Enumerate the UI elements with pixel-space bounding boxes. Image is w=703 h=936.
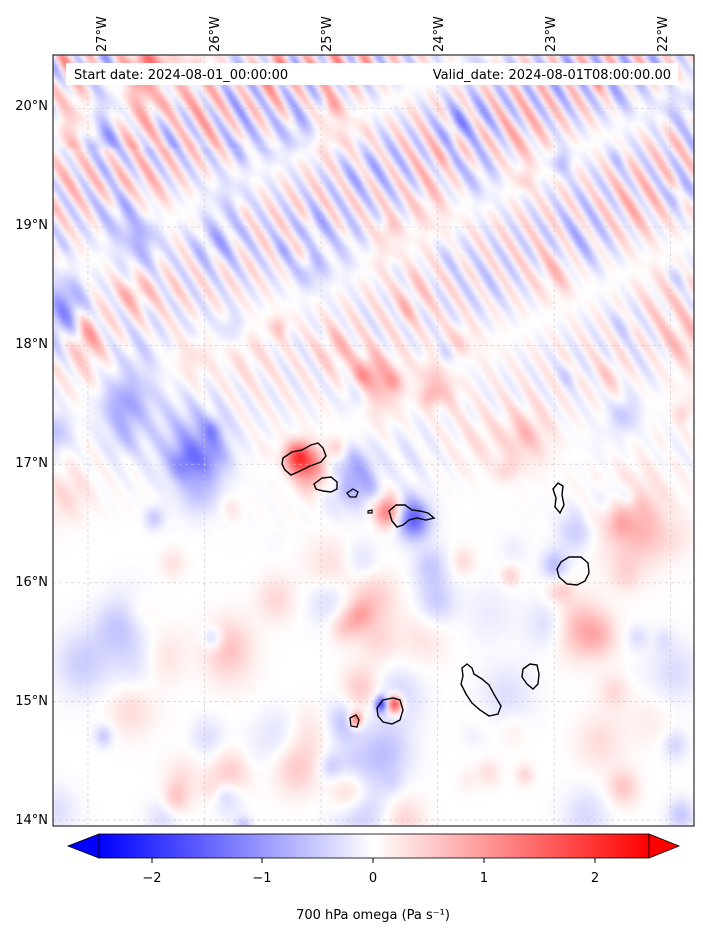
island-sal — [552, 482, 565, 515]
colorbar-tick-label: 1 — [480, 871, 488, 886]
lat-tick-label: 18°N — [15, 337, 48, 352]
omega-field-raster — [53, 55, 694, 826]
map-frame — [52, 54, 695, 827]
lon-tick-label: 23°W — [544, 16, 559, 52]
colorbar-tick-label: 2 — [591, 871, 599, 886]
island-fogo — [376, 697, 404, 725]
island-maio — [521, 663, 540, 690]
lat-tick-label: 15°N — [15, 694, 48, 709]
colorbar-extend-max — [648, 833, 681, 859]
lon-tick-labels: 27°W 26°W 25°W 24°W 23°W 22°W — [95, 16, 671, 52]
lat-tick-label: 20°N — [15, 99, 48, 114]
colorbar-body — [98, 833, 650, 859]
graticule — [53, 55, 694, 826]
colorbar-tick-label: −1 — [252, 871, 271, 886]
island-santa-luzia — [346, 488, 359, 498]
island-sao-vicente — [313, 476, 338, 493]
lat-tick-label: 14°N — [15, 813, 48, 828]
start-date-label: Start date: 2024-08-01_00:00:00 — [74, 68, 288, 83]
colorbar-title: 700 hPa omega (Pa s⁻¹) — [296, 908, 450, 923]
island-brava — [349, 714, 360, 728]
colorbar-extend-min — [66, 833, 100, 859]
colorbar: −2 −1 0 1 2 700 hPa omega (Pa s⁻¹) — [66, 833, 681, 923]
island-coastlines — [281, 442, 590, 728]
island-boa-vista — [556, 556, 590, 586]
omega-field — [53, 55, 694, 826]
lon-tick-label: 25°W — [320, 16, 335, 52]
lon-tick-label: 26°W — [208, 16, 223, 52]
lat-tick-label: 17°N — [15, 456, 48, 471]
lon-tick-label: 27°W — [95, 16, 110, 52]
colorbar-ticks — [151, 858, 596, 863]
island-santo-antao — [281, 442, 327, 476]
island-sao-nicolau — [388, 504, 436, 528]
colorbar-tick-label: 0 — [369, 871, 377, 886]
info-box — [66, 63, 678, 85]
island-santiago — [460, 663, 502, 717]
valid-date-label: Valid_date: 2024-08-01T08:00:00.00 — [433, 68, 671, 83]
island-ilheu — [367, 509, 373, 514]
lat-tick-label: 19°N — [15, 218, 48, 233]
lat-tick-label: 16°N — [15, 575, 48, 590]
lon-tick-label: 22°W — [656, 16, 671, 52]
colorbar-tick-label: −2 — [142, 871, 161, 886]
lat-tick-labels: 20°N 19°N 18°N 17°N 16°N 15°N 14°N — [15, 99, 48, 828]
lon-tick-label: 24°W — [432, 16, 447, 52]
